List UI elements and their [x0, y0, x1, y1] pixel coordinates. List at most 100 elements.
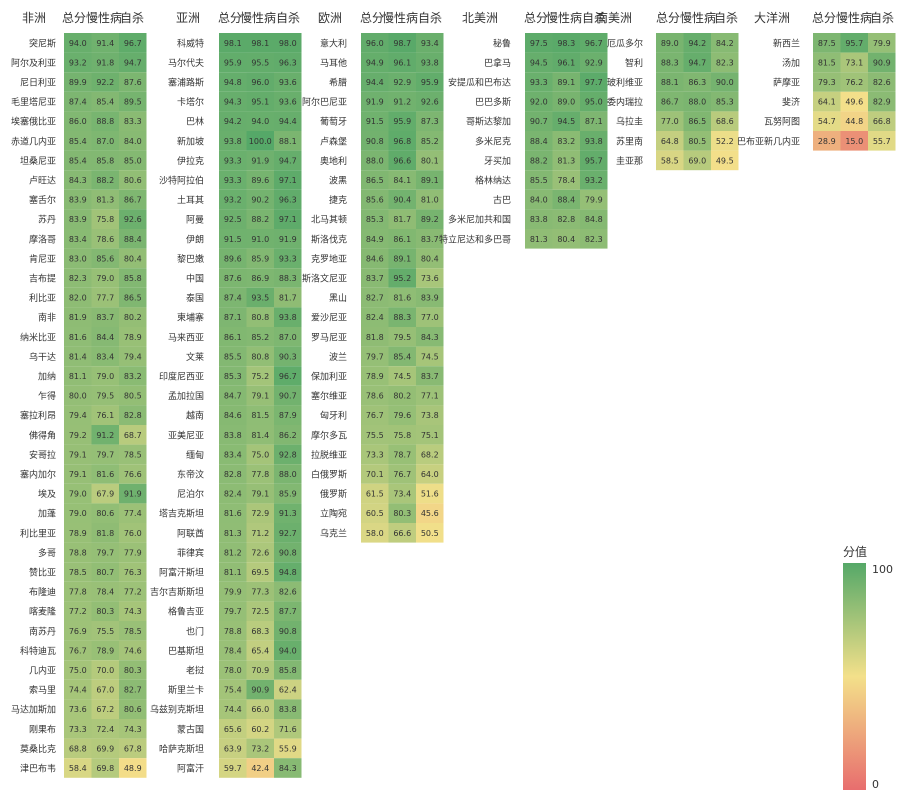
cell-value: 77.0: [421, 313, 439, 322]
metric-header: 自杀: [120, 10, 144, 25]
country-label: 哈萨克斯坦: [159, 743, 204, 755]
heatmap-cell: [91, 327, 119, 347]
heatmap-cell: [552, 170, 580, 190]
heatmap-cell: [219, 150, 247, 171]
country-label: 喀麦隆: [29, 606, 56, 618]
country-label: 多米尼克: [475, 135, 511, 147]
cell-value: 70.9: [251, 666, 269, 675]
heatmap-cell: [388, 91, 416, 112]
heatmap-cell: [552, 131, 580, 151]
heatmap-cell: [246, 287, 274, 308]
heatmap-cell: [388, 464, 416, 484]
cell-value: 81.3: [96, 196, 114, 205]
cell-value: 92.6: [421, 98, 439, 107]
heatmap-cell: [580, 33, 608, 53]
heatmap-cell: [683, 52, 711, 73]
country-label: 萨摩亚: [773, 77, 800, 89]
cell-value: 73.4: [393, 490, 411, 499]
heatmap-cell: [119, 719, 147, 739]
heatmap-cell: [416, 189, 444, 210]
heatmap-cell: [813, 52, 841, 73]
heatmap-cell: [711, 150, 739, 171]
country-label: 巴基斯坦: [168, 645, 204, 657]
cell-value: 90.9: [873, 58, 891, 67]
heatmap-cell: [552, 33, 580, 53]
country-label: 沙特阿拉伯: [159, 175, 204, 187]
heatmap-cell: [274, 150, 302, 171]
cell-value: 88.1: [279, 137, 297, 146]
heatmap-cell: [219, 287, 247, 308]
country-label: 毛里塔尼亚: [11, 96, 56, 108]
heatmap-cell: [64, 287, 92, 308]
heatmap-cell: [525, 150, 553, 171]
heatmap-cell: [219, 52, 247, 73]
heatmap-cell: [361, 385, 389, 406]
cell-value: 94.7: [124, 58, 142, 67]
heatmap-cell: [361, 327, 389, 347]
cell-value: 77.8: [69, 588, 87, 597]
heatmap-cell: [219, 346, 247, 367]
heatmap-cell: [64, 640, 92, 661]
heatmap-cell: [246, 268, 274, 288]
heatmap-cell: [361, 523, 389, 543]
heatmap-cell: [683, 91, 711, 112]
country-label: 秘鲁: [493, 37, 511, 49]
cell-value: 80.4: [557, 235, 575, 244]
heatmap-cell: [91, 111, 119, 131]
heatmap-cell: [219, 33, 247, 53]
heatmap-cell: [246, 464, 274, 484]
country-label: 加纳: [38, 371, 56, 383]
heatmap-cell: [91, 738, 119, 759]
heatmap-cell: [274, 209, 302, 229]
cell-value: 78.9: [366, 372, 384, 381]
cell-value: 89.1: [393, 254, 411, 263]
heatmap-cell: [416, 131, 444, 151]
cell-value: 82.8: [224, 470, 242, 479]
cell-value: 91.9: [251, 156, 269, 165]
cell-value: 75.5: [366, 431, 384, 440]
cell-value: 83.7: [421, 372, 439, 381]
heatmap-cell: [711, 33, 739, 53]
cell-value: 93.4: [421, 39, 439, 48]
heatmap-cell: [246, 111, 274, 131]
region-header: 非洲: [22, 11, 46, 25]
metric-header: 慢性病: [680, 10, 716, 25]
cell-value: 81.1: [224, 568, 242, 577]
cell-value: 88.2: [96, 176, 114, 185]
cell-value: 91.9: [279, 235, 297, 244]
heatmap-cell: [246, 425, 274, 445]
heatmap-cell: [246, 346, 274, 367]
cell-value: 68.7: [124, 431, 142, 440]
cell-value: 96.0: [366, 39, 384, 48]
cell-value: 91.9: [124, 490, 142, 499]
cell-value: 88.1: [661, 78, 679, 87]
cell-value: 84.7: [224, 392, 242, 401]
heatmap-cell: [91, 91, 119, 112]
heatmap-cell: [219, 640, 247, 661]
country-label: 阿尔巴尼亚: [302, 96, 347, 108]
cell-value: 78.5: [124, 627, 142, 636]
cell-value: 48.9: [124, 764, 142, 773]
heatmap-cell: [361, 483, 389, 504]
cell-value: 88.2: [530, 156, 548, 165]
cell-value: 68.2: [421, 450, 439, 459]
cell-value: 83.9: [69, 196, 87, 205]
heatmap-cell: [119, 542, 147, 563]
country-label: 塞尔维亚: [311, 390, 347, 402]
cell-value: 85.3: [716, 98, 734, 107]
cell-value: 79.7: [96, 450, 114, 459]
cell-value: 83.9: [421, 294, 439, 303]
country-label: 古巴: [493, 194, 511, 206]
heatmap-cell: [246, 170, 274, 190]
cell-value: 95.9: [421, 78, 439, 87]
cell-value: 83.7: [96, 313, 114, 322]
heatmap-cell: [274, 33, 302, 53]
heatmap-cell: [274, 601, 302, 621]
heatmap-cell: [119, 170, 147, 190]
heatmap-cell: [219, 327, 247, 347]
heatmap-cell: [656, 33, 684, 53]
cell-value: 95.7: [845, 39, 863, 48]
cell-value: 81.3: [557, 156, 575, 165]
metric-header: 自杀: [418, 10, 442, 25]
